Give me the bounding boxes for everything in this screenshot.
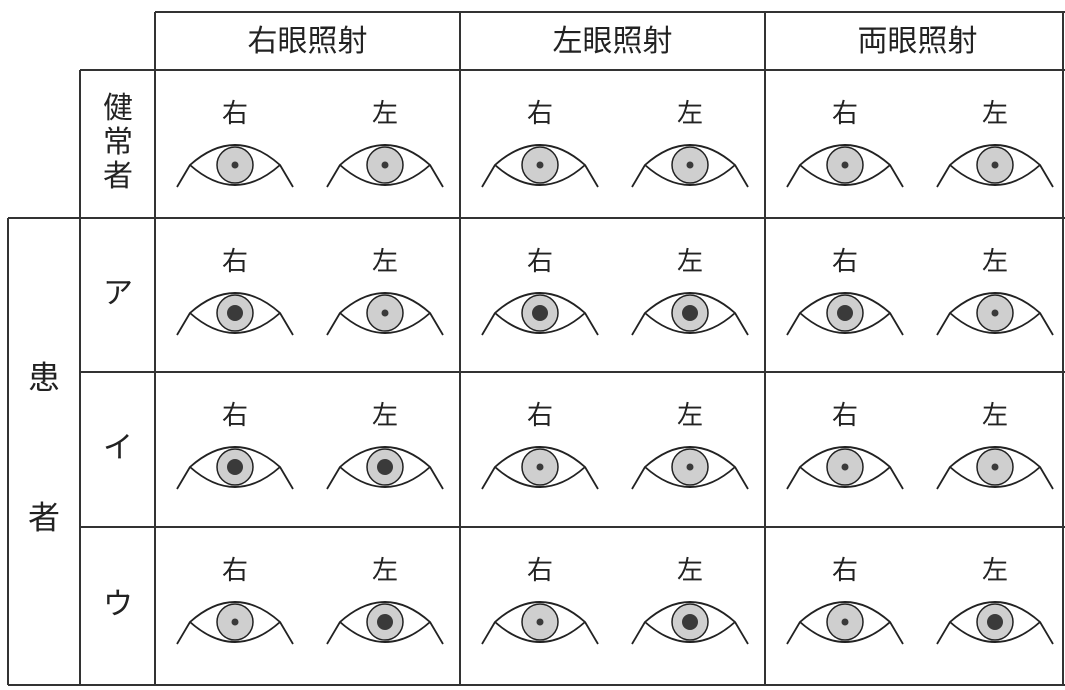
eye-label: 左: [982, 556, 1008, 586]
eye-outline: [786, 446, 904, 490]
eye-label: 左: [372, 99, 398, 129]
eye-outline: [631, 292, 749, 336]
eye-label: 左: [677, 247, 703, 277]
eye-label: 左: [982, 99, 1008, 129]
row-label: ウ: [103, 587, 133, 622]
pupil: [841, 463, 849, 471]
column-header: 両眼照射: [858, 24, 978, 59]
pupil: [991, 309, 999, 317]
eye-label: 右: [527, 556, 553, 586]
eye-label: 右: [832, 247, 858, 277]
pupil: [381, 309, 389, 317]
eye-outline: [326, 446, 444, 490]
row-label: イ: [103, 431, 133, 466]
pupil: [227, 459, 243, 475]
eye-label: 右: [527, 401, 553, 431]
eye-outline: [631, 144, 749, 188]
pupil: [231, 618, 239, 626]
eye-label: 右: [527, 247, 553, 277]
eye-outline: [936, 144, 1054, 188]
pupil: [682, 305, 698, 321]
eye-label: 右: [222, 401, 248, 431]
pupil: [381, 161, 389, 169]
group-label-2: 者: [28, 499, 60, 537]
eye-label: 右: [222, 556, 248, 586]
pupil: [377, 614, 393, 630]
eye-label: 左: [982, 401, 1008, 431]
row-label: 健常者: [103, 91, 133, 194]
pupil: [227, 305, 243, 321]
eye-outline: [786, 292, 904, 336]
row-label: ア: [103, 276, 133, 311]
eye-label: 左: [372, 556, 398, 586]
pupil: [837, 305, 853, 321]
eye-label: 右: [832, 556, 858, 586]
eye-label: 右: [527, 99, 553, 129]
table-grid: [7, 11, 1065, 686]
pupil: [841, 161, 849, 169]
pupil: [377, 459, 393, 475]
eye-outline: [936, 601, 1054, 645]
pupil: [682, 614, 698, 630]
eye-label: 右: [222, 247, 248, 277]
eye-outline: [481, 292, 599, 336]
group-label-1: 患: [28, 359, 60, 397]
eye-outline: [786, 601, 904, 645]
eye-outline: [326, 601, 444, 645]
eye-outline: [326, 292, 444, 336]
eye-label: 左: [677, 556, 703, 586]
pupil: [686, 161, 694, 169]
pupil: [987, 614, 1003, 630]
eye-outline: [326, 144, 444, 188]
eye-outline: [481, 144, 599, 188]
eye-outline: [631, 446, 749, 490]
eye-outline: [786, 144, 904, 188]
pupil: [991, 161, 999, 169]
pupil: [536, 463, 544, 471]
eye-outline: [176, 601, 294, 645]
column-header: 右眼照射: [248, 24, 368, 59]
eye-label: 右: [832, 99, 858, 129]
column-header: 左眼照射: [553, 24, 673, 59]
eye-label: 左: [677, 401, 703, 431]
eye-outline: [936, 292, 1054, 336]
pupil: [231, 161, 239, 169]
eye-outline: [176, 144, 294, 188]
eye-outline: [176, 292, 294, 336]
eye-label: 右: [832, 401, 858, 431]
eye-outline: [936, 446, 1054, 490]
pupil: [536, 618, 544, 626]
eye-label: 左: [372, 247, 398, 277]
pupil: [536, 161, 544, 169]
eye-label: 右: [222, 99, 248, 129]
pupil: [991, 463, 999, 471]
eye-label: 左: [677, 99, 703, 129]
eye-label: 左: [372, 401, 398, 431]
eye-outline: [481, 601, 599, 645]
pupil: [686, 463, 694, 471]
pupil: [841, 618, 849, 626]
eye-outline: [481, 446, 599, 490]
eye-label: 左: [982, 247, 1008, 277]
pupil: [532, 305, 548, 321]
eye-outline: [631, 601, 749, 645]
eye-outline: [176, 446, 294, 490]
